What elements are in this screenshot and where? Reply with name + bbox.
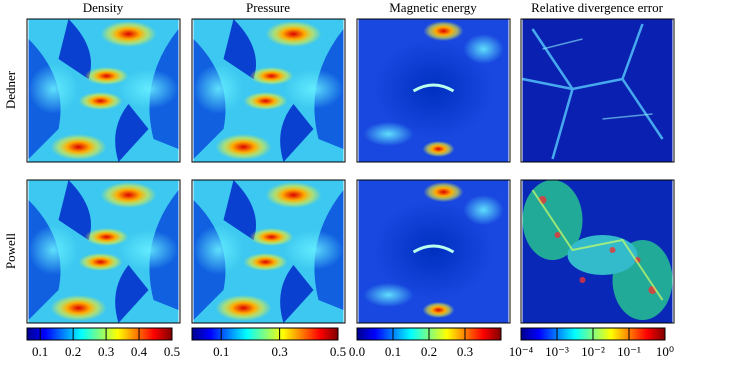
column-title: Relative divergence error <box>531 0 664 15</box>
column-title: Density <box>83 0 124 15</box>
tick-label: 0.0 <box>349 344 365 359</box>
column-title: Pressure <box>246 0 290 15</box>
row-label: Dedner <box>3 70 18 109</box>
column-title: Magnetic energy <box>389 0 477 15</box>
tick-label: 0.5 <box>164 344 180 359</box>
tick-label: 10⁻³ <box>545 344 569 359</box>
tick-label: 0.1 <box>32 344 48 359</box>
colorbar <box>191 327 339 341</box>
tick-label: 0.4 <box>131 344 148 359</box>
tick-label: 10⁻² <box>581 344 605 359</box>
tick-label: 10⁰ <box>656 344 674 359</box>
tick-label: 10⁻⁴ <box>509 344 534 359</box>
tick-label: 0.3 <box>457 344 473 359</box>
panels <box>26 18 675 324</box>
tick-label: 0.1 <box>213 344 229 359</box>
colorbar <box>26 327 173 341</box>
tick-label: 0.3 <box>98 344 114 359</box>
tick-label: 0.3 <box>271 344 287 359</box>
tick-label: 10⁻¹ <box>617 344 641 359</box>
tick-label: 0.2 <box>421 344 437 359</box>
tick-label: 0.2 <box>65 344 81 359</box>
tick-label: 0.1 <box>385 344 401 359</box>
tick-label: 0.5 <box>330 344 346 359</box>
row-label: Powell <box>3 233 18 270</box>
